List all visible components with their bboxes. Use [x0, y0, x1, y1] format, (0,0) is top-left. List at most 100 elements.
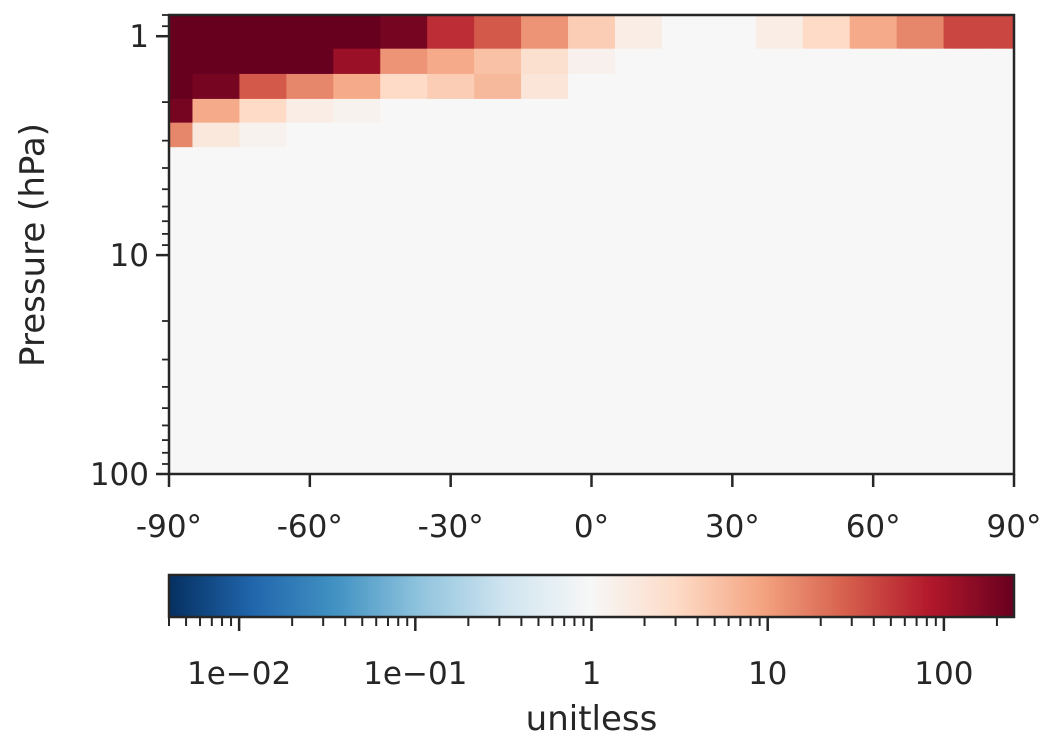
heatmap-cells: [169, 15, 1014, 148]
colorbar-bar: [167, 573, 1016, 619]
heatmap-cell: [169, 73, 194, 100]
heatmap-cell: [896, 48, 945, 75]
heatmap-cell: [849, 73, 898, 100]
colorbar-tick-label: 1: [582, 656, 602, 692]
heatmap-cell: [661, 73, 710, 100]
heatmap-cell: [661, 48, 710, 75]
heatmap-cell: [239, 73, 287, 100]
heatmap-cell: [286, 15, 334, 50]
heatmap-cell: [380, 73, 428, 100]
heatmap-cell: [990, 15, 1014, 50]
heatmap-cell: [239, 15, 287, 50]
heatmap-cell: [708, 15, 757, 50]
x-tick-label: 0°: [574, 509, 609, 545]
heatmap-cell: [427, 48, 475, 75]
heatmap-cell: [521, 122, 569, 148]
heatmap-cell: [849, 15, 898, 50]
heatmap-cell: [286, 48, 334, 75]
heatmap-cell: [333, 73, 381, 100]
colorbar-ticks: 1e−02 1e−01 1 10 100: [168, 617, 998, 692]
heatmap-cell: [990, 48, 1014, 75]
heatmap-cell: [169, 15, 194, 50]
heatmap-cell: [474, 98, 522, 124]
x-tick-label: -90°: [136, 509, 202, 545]
heatmap-cell: [896, 15, 945, 50]
y-axis: 1 10 100: [90, 14, 169, 493]
colorbar: 1e−02 1e−01 1 10 100 unitless: [167, 573, 1016, 735]
x-tick-label: 90°: [987, 509, 1042, 545]
heatmap-cell: [849, 122, 898, 148]
heatmap-cell: [943, 122, 992, 148]
heatmap-cell: [990, 73, 1014, 100]
heatmap-cell: [802, 48, 851, 75]
heatmap-cell: [192, 122, 241, 148]
heatmap-cell: [192, 98, 241, 124]
heatmap-cell: [568, 122, 616, 148]
heatmap-cell: [849, 98, 898, 124]
heatmap-cell: [239, 122, 287, 148]
heatmap-cell: [474, 122, 522, 148]
x-tick-label: -60°: [277, 509, 343, 545]
heatmap-cell: [896, 98, 945, 124]
heatmap-cell: [568, 98, 616, 124]
heatmap-cell: [943, 48, 992, 75]
heatmap-cell: [521, 73, 569, 100]
heatmap-cell: [169, 48, 194, 75]
heatmap-cell: [755, 98, 804, 124]
heatmap-cell: [614, 73, 663, 100]
heatmap-cell: [708, 73, 757, 100]
heatmap-cell: [849, 48, 898, 75]
y-tick-label: 1: [129, 19, 149, 55]
y-axis-label: Pressure (hPa): [13, 123, 53, 367]
heatmap-cell: [661, 15, 710, 50]
heatmap-cell: [661, 98, 710, 124]
heatmap-cell: [286, 73, 334, 100]
heatmap-cell: [943, 73, 992, 100]
heatmap-cell: [286, 98, 334, 124]
heatmap-cell: [521, 98, 569, 124]
heatmap-cell: [943, 98, 992, 124]
heatmap-cell: [427, 15, 475, 50]
heatmap-cell: [708, 98, 757, 124]
heatmap-cell: [380, 98, 428, 124]
x-axis: -90° -60° -30° 0° 30° 60° 90°: [136, 474, 1042, 545]
heatmap-cell: [755, 48, 804, 75]
heatmap-cell: [990, 98, 1014, 124]
heatmap-cell: [708, 48, 757, 75]
colorbar-tick-label: 1e−02: [187, 656, 291, 692]
heatmap-cell: [380, 48, 428, 75]
heatmap-cell: [380, 15, 428, 50]
x-tick-label: -30°: [418, 509, 484, 545]
heatmap-cell: [802, 73, 851, 100]
heatmap-cell: [239, 98, 287, 124]
heatmap-cell: [333, 122, 381, 148]
heatmap-cell: [755, 15, 804, 50]
colorbar-tick-label: 1e−01: [363, 656, 467, 692]
heatmap-cell: [521, 15, 569, 50]
heatmap-cell: [614, 98, 663, 124]
heatmap-cell: [333, 48, 381, 75]
heatmap-cell: [614, 122, 663, 148]
heatmap-cell: [427, 98, 475, 124]
heatmap-cell: [661, 122, 710, 148]
heatmap-cell: [896, 73, 945, 100]
heatmap-cell: [568, 48, 616, 75]
heatmap-cell: [333, 98, 381, 124]
heatmap-cell: [169, 98, 194, 124]
heatmap-cell: [474, 15, 522, 50]
colorbar-tick-label: 10: [748, 656, 787, 692]
heatmap-cell: [333, 15, 381, 50]
y-tick-label: 100: [90, 457, 149, 493]
heatmap-cell: [427, 122, 475, 148]
heatmap-cell: [614, 48, 663, 75]
heatmap-cell: [990, 122, 1014, 148]
heatmap-cell: [802, 98, 851, 124]
plot-area: [169, 15, 1014, 474]
heatmap-cell: [474, 73, 522, 100]
heatmap-cell: [474, 48, 522, 75]
y-tick-label: 10: [110, 238, 149, 274]
heatmap-cell: [708, 122, 757, 148]
heatmap-cell: [943, 15, 992, 50]
heatmap-cell: [802, 122, 851, 148]
